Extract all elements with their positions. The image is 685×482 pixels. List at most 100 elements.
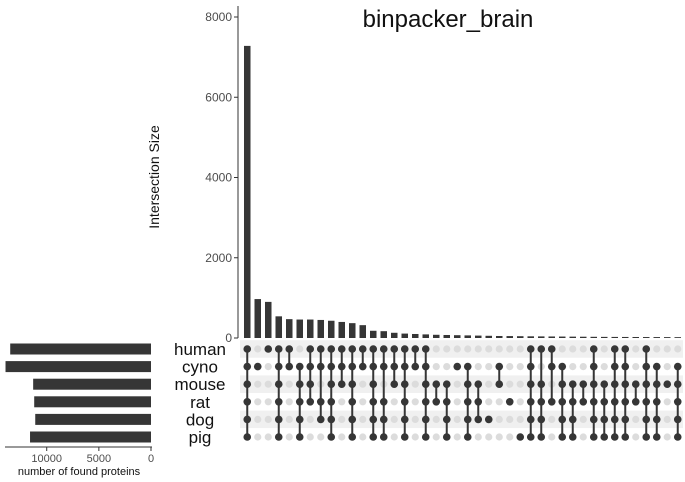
matrix-dot-active	[558, 362, 567, 371]
matrix-dot-inactive	[411, 380, 419, 388]
intersection-bar	[579, 336, 587, 338]
matrix-dot-inactive	[306, 433, 314, 441]
matrix-dot-active	[358, 362, 367, 371]
y-tick-label: 6000	[205, 90, 232, 104]
matrix-dot-active	[327, 415, 336, 424]
intersection-bar	[516, 336, 524, 338]
matrix-dot-active	[652, 415, 661, 424]
matrix-dot-inactive	[432, 363, 440, 371]
matrix-dot-active	[537, 433, 546, 441]
set-size-bar-rat	[34, 396, 152, 408]
matrix-dot-active	[348, 380, 357, 389]
matrix-dot-active	[484, 415, 493, 424]
intersection-bar	[485, 335, 493, 338]
matrix-dot-active	[264, 345, 273, 353]
matrix-dot-active	[421, 362, 430, 371]
matrix-dot-inactive	[432, 433, 440, 441]
matrix-dot-active	[673, 398, 682, 406]
matrix-dot-active	[631, 380, 640, 389]
matrix-dot-inactive	[548, 415, 556, 423]
matrix-dot-active	[579, 398, 588, 406]
intersection-bar	[264, 301, 272, 338]
intersection-bar	[611, 336, 619, 338]
matrix-dot-active	[243, 380, 252, 389]
matrix-dot-inactive	[674, 345, 682, 353]
matrix-dot-active	[474, 415, 483, 424]
matrix-dot-inactive	[254, 415, 262, 423]
intersection-bar	[537, 336, 545, 338]
matrix-dot-active	[400, 398, 409, 406]
matrix-dot-active	[516, 433, 525, 441]
matrix-dot-active	[589, 380, 598, 389]
matrix-dot-active	[621, 345, 630, 353]
matrix-dot-active	[274, 398, 283, 406]
matrix-dot-active	[621, 380, 630, 389]
matrix-dot-active	[474, 398, 483, 406]
matrix-dot-inactive	[390, 398, 398, 406]
matrix-dot-active	[589, 415, 598, 424]
matrix-dot-active	[526, 362, 535, 371]
matrix-dot-active	[327, 433, 336, 441]
matrix-dot-inactive	[338, 433, 346, 441]
set-size-ticks: 10000 5000 0	[31, 447, 154, 465]
matrix-dot-active	[379, 398, 388, 406]
matrix-dot-active	[274, 345, 283, 353]
intersection-bar	[411, 333, 419, 338]
matrix-dot-active	[358, 345, 367, 353]
matrix-dot-active	[537, 398, 546, 406]
intersection-bar	[590, 336, 598, 338]
matrix-dot-inactive	[474, 363, 482, 371]
matrix-dot-active	[327, 362, 336, 371]
matrix-dot-inactive	[579, 345, 587, 353]
matrix-dot-active	[390, 345, 399, 353]
matrix-dot-inactive	[285, 433, 293, 441]
matrix-dot-active	[390, 380, 399, 389]
matrix-dot-active	[400, 433, 409, 441]
matrix-dot-active	[379, 345, 388, 353]
intersection-bar	[642, 337, 650, 338]
intersection-bar	[674, 337, 682, 338]
set-size-bar-mouse	[33, 378, 151, 390]
matrix-dot-inactive	[474, 345, 482, 353]
matrix-dot-active	[379, 415, 388, 424]
intersection-bar	[632, 336, 640, 338]
matrix-dot-inactive	[485, 363, 493, 371]
matrix-dot-active	[526, 415, 535, 424]
matrix-dot-active	[369, 380, 378, 389]
matrix-dot-active	[558, 415, 567, 424]
matrix-dot-inactive	[663, 415, 671, 423]
matrix-dot-active	[495, 362, 504, 371]
set-size-tick-label: 10000	[31, 453, 62, 465]
matrix-dot-active	[295, 433, 304, 441]
matrix-dot-inactive	[432, 345, 440, 353]
matrix-dot-inactive	[359, 415, 367, 423]
matrix-dot-active	[369, 415, 378, 424]
matrix-dot-active	[337, 380, 346, 389]
matrix-dot-active	[442, 380, 451, 389]
matrix-dot-inactive	[663, 398, 671, 406]
matrix-dot-active	[442, 398, 451, 406]
matrix-dot-active	[327, 345, 336, 353]
set-size-bars	[5, 343, 152, 443]
matrix-dot-active	[306, 362, 315, 371]
matrix-dot-inactive	[485, 345, 493, 353]
matrix-dot-active	[243, 398, 252, 406]
matrix-dot-inactive	[516, 380, 524, 388]
matrix-dot-active	[652, 433, 661, 441]
matrix-dot-inactive	[453, 433, 461, 441]
matrix-dot-active	[652, 362, 661, 371]
intersection-bar	[306, 319, 314, 338]
matrix-dot-inactive	[516, 398, 524, 406]
matrix-dot-inactive	[254, 398, 262, 406]
matrix-dot-inactive	[306, 415, 314, 423]
matrix-dot-active	[621, 415, 630, 424]
matrix-dot-inactive	[254, 345, 262, 353]
intersection-bar	[495, 335, 503, 338]
matrix-dot-inactive	[411, 433, 419, 441]
matrix-dot-inactive	[264, 398, 272, 406]
matrix-dot-inactive	[443, 363, 451, 371]
matrix-dot-active	[295, 362, 304, 371]
y-axis-ticks: 0 2000 4000 6000 8000	[205, 10, 238, 345]
matrix-dot-active	[610, 398, 619, 406]
set-size-bar-dog	[35, 413, 151, 425]
